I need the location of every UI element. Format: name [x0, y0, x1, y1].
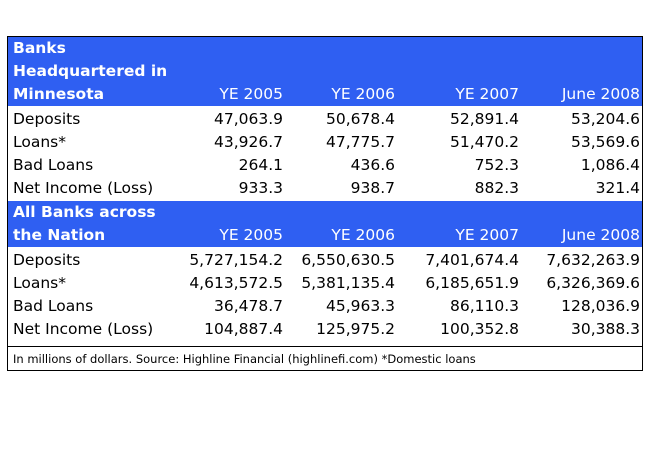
table-cell: 100,352.8 — [440, 320, 519, 338]
table-cell: 6,326,369.6 — [546, 274, 640, 292]
row-label: Loans* — [13, 133, 66, 151]
minnesota-title-row-2: Headquartered in — [8, 60, 642, 83]
table-row: Deposits 47,063.9 50,678.4 52,891.4 53,2… — [8, 108, 642, 131]
table-row: Deposits 5,727,154.2 6,550,630.5 7,401,6… — [8, 249, 642, 272]
table-cell: 264.1 — [238, 156, 283, 174]
table-cell: 5,727,154.2 — [189, 251, 283, 269]
table-cell: 47,775.7 — [325, 133, 395, 151]
table-cell: 52,891.4 — [449, 110, 519, 128]
table-row: Bad Loans 264.1 436.6 752.3 1,086.4 — [8, 154, 642, 177]
table-cell: 5,381,135.4 — [301, 274, 395, 292]
table-row: Loans* 4,613,572.5 5,381,135.4 6,185,651… — [8, 272, 642, 295]
bank-data-table: Banks Headquartered in Minnesota YE 2005… — [7, 36, 643, 371]
table-row: Loans* 43,926.7 47,775.7 51,470.2 53,569… — [8, 131, 642, 154]
table-cell: 6,550,630.5 — [301, 251, 395, 269]
table-cell: 436.6 — [350, 156, 395, 174]
column-header: June 2008 — [561, 85, 640, 103]
column-header: YE 2005 — [219, 226, 283, 244]
nation-column-header-row: the Nation YE 2005 YE 2006 YE 2007 June … — [8, 224, 642, 247]
table-cell: 7,632,263.9 — [546, 251, 640, 269]
table-cell: 7,401,674.4 — [425, 251, 519, 269]
footnote-divider — [8, 346, 642, 347]
table-cell: 125,975.2 — [316, 320, 395, 338]
table-cell: 30,388.3 — [570, 320, 640, 338]
nation-title-line: All Banks across — [13, 203, 156, 221]
column-header: YE 2006 — [331, 85, 395, 103]
row-label: Bad Loans — [13, 156, 94, 174]
table-cell: 4,613,572.5 — [189, 274, 283, 292]
table-cell: 86,110.3 — [449, 297, 519, 315]
column-header: YE 2005 — [219, 85, 283, 103]
table-row: Net Income (Loss) 104,887.4 125,975.2 10… — [8, 318, 642, 341]
table-cell: 50,678.4 — [325, 110, 395, 128]
minnesota-column-header-row: Minnesota YE 2005 YE 2006 YE 2007 June 2… — [8, 83, 642, 106]
nation-title-line: the Nation — [13, 226, 106, 244]
table-cell: 882.3 — [474, 179, 519, 197]
table-cell: 45,963.3 — [325, 297, 395, 315]
table-cell: 47,063.9 — [213, 110, 283, 128]
table-cell: 938.7 — [350, 179, 395, 197]
row-label: Loans* — [13, 274, 66, 292]
row-label: Net Income (Loss) — [13, 320, 154, 338]
row-label: Bad Loans — [13, 297, 94, 315]
table-cell: 752.3 — [474, 156, 519, 174]
table-cell: 36,478.7 — [213, 297, 283, 315]
table-cell: 53,204.6 — [570, 110, 640, 128]
column-header: YE 2007 — [455, 226, 519, 244]
source-footnote: In millions of dollars. Source: Highline… — [13, 352, 476, 366]
table-cell: 933.3 — [238, 179, 283, 197]
table-cell: 53,569.6 — [570, 133, 640, 151]
row-label: Net Income (Loss) — [13, 179, 154, 197]
table-cell: 51,470.2 — [449, 133, 519, 151]
column-header: YE 2006 — [331, 226, 395, 244]
nation-title-row-1: All Banks across — [8, 201, 642, 224]
row-label: Deposits — [13, 251, 81, 269]
minnesota-title-line: Minnesota — [13, 85, 105, 103]
table-cell: 321.4 — [595, 179, 640, 197]
table-row: Net Income (Loss) 933.3 938.7 882.3 321.… — [8, 177, 642, 200]
table-cell: 128,036.9 — [561, 297, 640, 315]
column-header: YE 2007 — [455, 85, 519, 103]
table-cell: 1,086.4 — [580, 156, 640, 174]
minnesota-title-line: Banks — [13, 39, 66, 57]
table-cell: 43,926.7 — [213, 133, 283, 151]
table-cell: 6,185,651.9 — [425, 274, 519, 292]
column-header: June 2008 — [561, 226, 640, 244]
minnesota-title-row-1: Banks — [8, 37, 642, 60]
row-label: Deposits — [13, 110, 81, 128]
minnesota-title-line: Headquartered in — [13, 62, 168, 80]
table-cell: 104,887.4 — [204, 320, 283, 338]
table-row: Bad Loans 36,478.7 45,963.3 86,110.3 128… — [8, 295, 642, 318]
